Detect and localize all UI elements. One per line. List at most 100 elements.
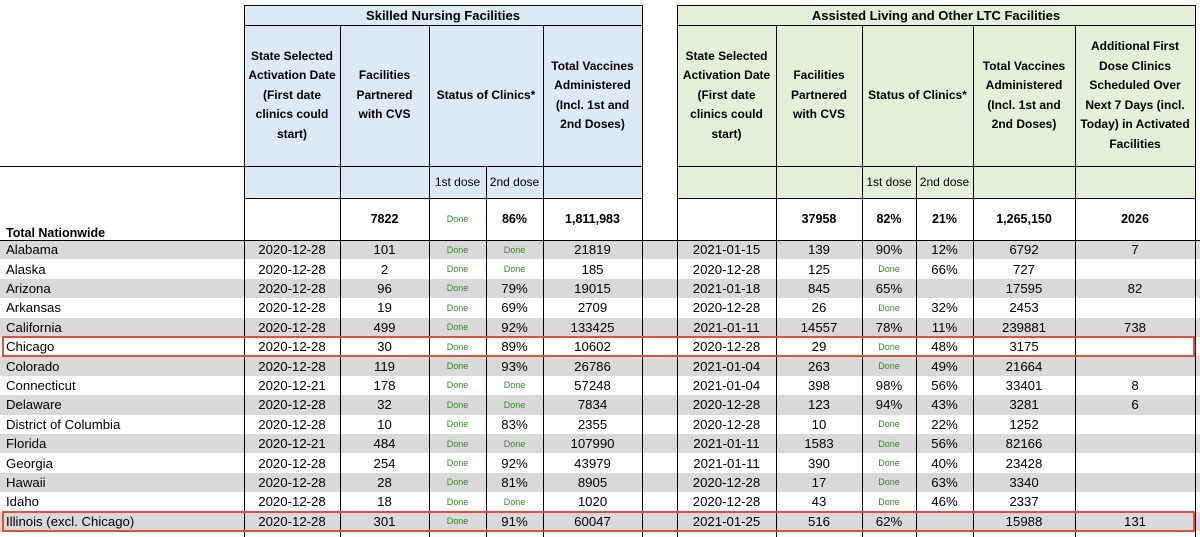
row-alf-cell: 98% <box>875 377 903 393</box>
grid-line <box>0 240 1200 241</box>
grid-line <box>973 25 974 537</box>
row-alf-cell: 43% <box>931 397 958 413</box>
row-shade <box>0 395 1200 415</box>
alf-dose2-header: 2nd dose <box>919 175 970 189</box>
total-alf-cell <box>677 198 776 240</box>
row-snf-cell: 26786 <box>574 358 611 374</box>
row-state-name: Colorado <box>6 358 60 374</box>
row-snf-cell: 18 <box>377 494 392 510</box>
row-alf-cell: 65% <box>875 280 903 296</box>
row-alf-cell: 2020-12-28 <box>692 397 761 413</box>
row-alf-cell: 239881 <box>1001 319 1046 335</box>
row-alf-cell: 63% <box>931 474 958 490</box>
row-alf-cell <box>1075 298 1195 317</box>
row-alf-cell: Done <box>878 264 900 275</box>
row-alf-cell: Done <box>878 438 900 449</box>
snf-dose2-header: 2nd dose <box>489 175 540 189</box>
row-state-name: Arizona <box>6 280 51 296</box>
row-alf-cell <box>1075 492 1195 511</box>
row-snf-cell: 2020-12-21 <box>258 436 326 452</box>
row-snf-cell: 32 <box>377 397 392 413</box>
row-alf-cell: 29 <box>811 339 827 355</box>
row-shade <box>0 472 1200 493</box>
row-alf-cell: 263 <box>807 358 830 374</box>
alf-col-header-status: Status of Clinics* <box>868 87 967 102</box>
row-snf-cell: 21819 <box>574 242 611 258</box>
row-state-name: Delaware <box>6 397 62 413</box>
row-alf-cell: 56% <box>931 436 958 452</box>
grid-line <box>340 25 341 537</box>
row-snf-cell: Done <box>446 322 469 333</box>
row-alf-cell: Done <box>878 361 900 372</box>
row-alf-cell: 139 <box>807 242 830 258</box>
row-snf-cell: 178 <box>373 377 396 393</box>
grid-line <box>543 25 544 537</box>
grid-line <box>677 198 1195 199</box>
row-shade <box>0 356 1200 376</box>
grid-line <box>862 25 863 537</box>
row-alf-cell: 2337 <box>1009 494 1039 510</box>
row-snf-cell: Done <box>446 477 469 488</box>
row-snf-cell: 2020-12-28 <box>258 300 326 316</box>
row-alf-cell: 43 <box>811 494 827 510</box>
row-snf-cell: 119 <box>373 358 396 374</box>
snf-header-bg <box>244 5 642 198</box>
row-alf-cell: 46% <box>931 494 958 510</box>
row-snf-cell: 91% <box>501 513 528 529</box>
row-snf-cell: Done <box>446 496 469 507</box>
total-alf-cell: 2026 <box>1121 212 1149 226</box>
row-snf-cell: Done <box>446 341 469 352</box>
row-snf-cell: 2020-12-28 <box>258 242 326 258</box>
grid-line <box>642 5 643 537</box>
row-snf-cell: Done <box>446 361 469 372</box>
row-state-name: Alaska <box>6 261 46 277</box>
row-snf-cell: 484 <box>373 436 396 452</box>
row-snf-cell: Done <box>446 264 469 275</box>
row-alf-cell: 727 <box>1012 261 1035 277</box>
row-state-name: Hawaii <box>6 474 46 490</box>
row-snf-cell: 60047 <box>574 513 611 529</box>
row-alf-cell: 3340 <box>1009 474 1039 490</box>
grid-line <box>677 25 1195 26</box>
row-alf-cell: 56% <box>931 377 958 393</box>
total-alf-cell: 37958 <box>801 212 837 226</box>
row-alf-cell <box>1075 259 1195 278</box>
row-alf-cell: Done <box>878 419 900 430</box>
row-state-name: Alabama <box>6 242 59 258</box>
row-alf-cell: 82166 <box>1005 436 1043 452</box>
row-alf-cell: 3175 <box>1009 339 1039 355</box>
row-snf-cell: 2020-12-28 <box>258 358 326 374</box>
row-state-name: Florida <box>6 436 47 452</box>
row-state-name: Idaho <box>6 494 40 510</box>
row-snf-cell: 133425 <box>570 319 615 335</box>
row-alf-cell: 131 <box>1123 513 1146 529</box>
row-alf-cell: 738 <box>1123 319 1146 335</box>
row-alf-cell: 2021-01-04 <box>692 377 761 393</box>
grid-line <box>677 5 678 537</box>
row-alf-cell <box>1075 356 1195 375</box>
row-alf-cell: 12% <box>931 242 958 258</box>
row-alf-cell: Done <box>878 302 900 313</box>
row-snf-cell: Done <box>446 438 469 449</box>
row-alf-cell: 2021-01-11 <box>693 455 760 471</box>
row-alf-cell: 11% <box>931 319 958 335</box>
row-snf-cell: Done <box>446 380 469 391</box>
row-snf-cell: 301 <box>373 513 396 529</box>
total-snf-cell: 7822 <box>370 212 399 226</box>
total-alf-cell: 1,265,150 <box>996 212 1052 226</box>
alf-header-bg <box>677 5 1195 198</box>
row-alf-cell: Done <box>878 496 900 507</box>
grid-line <box>1195 5 1196 537</box>
snf-col-header-partnered: Facilities Partnered with CVS <box>356 68 413 122</box>
row-alf-cell: 6 <box>1131 397 1139 413</box>
row-alf-cell: 2020-12-28 <box>692 300 761 316</box>
row-snf-cell: 107990 <box>570 436 615 452</box>
row-snf-cell: 2020-12-28 <box>258 474 326 490</box>
row-alf-cell: 2021-01-11 <box>693 436 760 452</box>
row-snf-cell: Done <box>446 399 469 410</box>
highlight-box <box>2 510 1195 532</box>
row-snf-cell: 2020-12-28 <box>258 416 326 432</box>
row-snf-cell: 2020-12-28 <box>258 280 326 296</box>
alf-col-header-partnered: Facilities Partnered with CVS <box>790 68 848 122</box>
